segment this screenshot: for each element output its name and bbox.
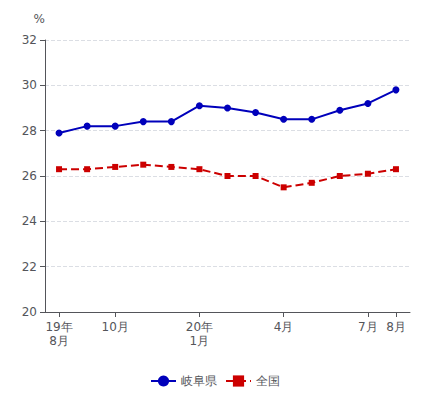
svg-text:1月: 1月	[190, 334, 210, 348]
svg-text:10月: 10月	[102, 320, 129, 334]
svg-text:%: %	[34, 12, 45, 26]
svg-text:24: 24	[22, 214, 37, 228]
svg-text:30: 30	[22, 78, 37, 92]
svg-text:8月: 8月	[386, 320, 406, 334]
svg-text:19年: 19年	[45, 320, 72, 334]
svg-text:8月: 8月	[49, 334, 69, 348]
svg-text:20: 20	[22, 305, 37, 319]
svg-text:20年: 20年	[186, 320, 213, 334]
svg-text:32: 32	[22, 33, 37, 47]
svg-text:26: 26	[22, 169, 37, 183]
svg-text:全国: 全国	[256, 374, 280, 388]
svg-text:4月: 4月	[274, 320, 294, 334]
svg-text:7月: 7月	[358, 320, 378, 334]
svg-text:28: 28	[22, 124, 37, 138]
svg-text:22: 22	[22, 260, 37, 274]
svg-text:岐阜県: 岐阜県	[181, 374, 217, 388]
